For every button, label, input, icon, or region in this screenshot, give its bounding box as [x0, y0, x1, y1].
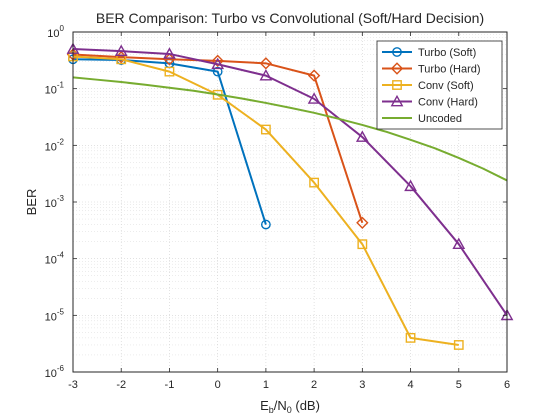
legend-entry-turbo-soft: Turbo (Soft): [382, 47, 476, 59]
y-tick-label: 10-1: [45, 81, 65, 97]
y-tick-base: 10: [45, 85, 57, 97]
x-label-mid: /N: [274, 398, 287, 413]
data-point-conv-soft: [309, 177, 320, 188]
legend-label: Conv (Soft): [418, 80, 474, 92]
data-point-turbo-hard: [307, 69, 321, 82]
legend-entry-conv-hard: Conv (Hard): [382, 94, 478, 109]
y-tick-base: 10: [45, 311, 57, 323]
y-tick-base: 10: [47, 28, 59, 40]
data-point-turbo-soft: [212, 66, 223, 77]
data-point-conv-soft: [260, 124, 271, 135]
y-tick-label: 10-4: [45, 251, 65, 267]
y-tick-base: 10: [45, 141, 57, 153]
y-tick-exponent: -5: [57, 307, 65, 316]
legend-label: Conv (Hard): [418, 97, 478, 109]
y-tick-label: 100: [47, 24, 64, 40]
legend-label: Turbo (Hard): [418, 64, 481, 76]
legend-marker: [392, 47, 402, 57]
series-layer: [66, 42, 514, 350]
x-tick-label: -3: [68, 379, 78, 391]
y-tick-exponent: -6: [57, 364, 65, 373]
data-point-conv-hard: [163, 47, 176, 59]
data-point-turbo-hard: [259, 57, 273, 70]
series-conv-hard: [66, 42, 514, 321]
y-tick-label: 10-3: [45, 194, 65, 210]
series-line-conv-hard: [72, 48, 508, 316]
x-axis-label: Eb/N0 (dB): [260, 398, 320, 415]
legend-entry-conv-soft: Conv (Soft): [382, 80, 474, 92]
data-point-conv-soft: [164, 66, 175, 77]
x-label-sub-b: b: [269, 405, 274, 415]
x-tick-label: 5: [456, 379, 462, 391]
x-label-base: E: [260, 398, 269, 413]
x-tick-label: 4: [407, 379, 413, 391]
data-point-conv-hard: [114, 44, 128, 56]
chart-title: BER Comparison: Turbo vs Convolutional (…: [96, 10, 484, 26]
data-point-turbo-hard: [356, 216, 369, 229]
x-tick-label: 2: [311, 379, 317, 391]
y-tick-exponent: 0: [60, 24, 65, 33]
x-tick-label: 3: [359, 379, 365, 391]
legend-marker: [390, 94, 404, 107]
x-label-unit: (dB): [292, 398, 320, 413]
legend-marker: [390, 62, 404, 75]
x-tick-label: 6: [504, 379, 510, 391]
data-point-conv-hard: [211, 57, 225, 70]
y-tick-exponent: -2: [57, 137, 65, 146]
series-uncoded: [72, 76, 508, 182]
series-line-turbo-soft: [72, 58, 267, 225]
legend: Turbo (Soft) Turbo (Hard) Conv (Soft) Conv …: [376, 40, 503, 130]
series-line-conv-soft: [72, 55, 459, 346]
x-tick-label: 1: [263, 379, 269, 391]
data-point-conv-hard: [452, 237, 466, 250]
y-tick-exponent: -3: [57, 194, 65, 203]
data-point-conv-soft: [405, 332, 416, 343]
legend-entry-turbo-hard: Turbo (Hard): [382, 62, 481, 76]
y-tick-label: 10-2: [45, 137, 65, 153]
x-label-sub-0: 0: [287, 405, 292, 415]
y-tick-label: 10-6: [45, 364, 65, 380]
legend-marker: [392, 80, 402, 90]
data-point-turbo-soft: [260, 219, 271, 230]
y-tick-base: 10: [45, 198, 57, 210]
y-tick-exponent: -4: [57, 251, 65, 260]
series-line-uncoded: [72, 76, 508, 182]
data-point-conv-soft: [357, 239, 368, 250]
x-tick-label: -2: [116, 379, 126, 391]
minor-grid: [73, 34, 507, 356]
data-point-conv-hard: [259, 68, 273, 81]
y-axis-label: BER: [24, 189, 39, 216]
data-point-conv-hard: [404, 179, 417, 192]
legend-label: Turbo (Soft): [418, 47, 476, 59]
y-tick-exponent: -1: [57, 81, 65, 90]
y-tick-base: 10: [45, 368, 57, 380]
x-tick-label: -1: [165, 379, 175, 391]
data-point-conv-hard: [355, 130, 369, 142]
legend-label: Uncoded: [418, 113, 462, 125]
x-tick-label: 0: [215, 379, 221, 391]
y-tick-base: 10: [45, 255, 57, 267]
series-line-turbo-hard: [72, 53, 364, 224]
y-tick-label: 10-5: [45, 307, 65, 323]
legend-entry-uncoded: Uncoded: [382, 113, 462, 125]
data-point-conv-hard: [307, 92, 321, 104]
data-point-conv-soft: [453, 340, 464, 350]
data-point-turbo-hard: [211, 54, 224, 68]
